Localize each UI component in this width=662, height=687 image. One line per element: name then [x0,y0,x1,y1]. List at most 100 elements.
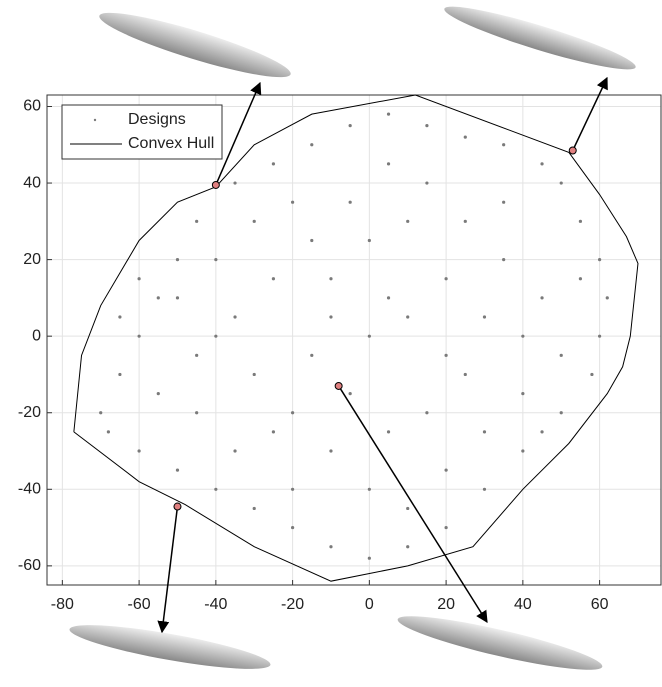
design-point [406,219,410,223]
design-point [521,391,525,396]
design-point [463,135,467,139]
design-point [463,219,467,223]
design-point [605,296,609,300]
design-point [386,296,391,300]
plot-frame [46,94,662,586]
design-point [386,430,391,434]
design-point [406,545,410,549]
design-point [386,162,391,166]
design-point [252,372,256,377]
design-point [291,525,295,530]
design-point [291,411,295,415]
design-point [329,449,333,453]
design-point [252,219,256,223]
highlight-point [211,180,220,189]
design-point [406,315,410,319]
x-tick-label: 40 [514,596,532,613]
design-point [195,411,199,415]
design-point [252,506,256,511]
ship-images [69,6,636,670]
design-point [175,258,180,262]
design-point [214,334,218,338]
design-point [310,238,314,243]
design-point [559,411,563,415]
design-point [348,124,352,128]
highlight-point [334,381,343,390]
design-point [482,315,487,319]
legend-box [61,104,223,160]
design-point [502,258,506,262]
design-point [521,449,525,453]
design-point [425,124,429,128]
y-tick-label: -40 [18,481,41,498]
design-point [540,162,544,166]
y-tick-label: 20 [23,251,41,268]
design-point [106,430,110,434]
design-point [329,315,333,319]
design-point [444,468,448,472]
design-point [271,430,276,434]
x-tick-label: 60 [591,596,609,613]
design-point [482,430,487,434]
y-tick-label: 60 [23,98,41,115]
x-tick-label: 20 [437,596,455,613]
design-point [502,200,506,204]
design-point [271,277,276,281]
design-point [310,353,314,357]
design-point [367,556,371,560]
design-point [444,353,448,357]
design-point [137,334,141,338]
design-point [118,315,122,319]
design-point [291,200,295,204]
design-point [137,449,141,453]
design-point [367,487,371,491]
y-tick-label: -60 [18,557,41,574]
design-point [233,449,237,453]
design-point [406,506,410,511]
x-tick-label: -40 [204,596,227,613]
design-point [559,181,563,185]
legend-label: Convex Hull [128,135,214,152]
design-point [598,258,602,262]
y-tick-label: 40 [23,174,41,191]
arrow [157,506,179,634]
design-point [425,411,429,415]
y-tick-label: -20 [18,404,41,421]
design-point [99,411,103,415]
y-tick-label: 0 [32,327,41,344]
design-point [386,112,391,116]
design-point [559,353,563,357]
design-point [195,353,199,357]
highlight-point [173,502,182,511]
design-point [233,181,237,185]
design-point [348,391,352,396]
design-point [329,545,333,549]
plot-background [47,95,661,585]
x-tick-label: -80 [51,596,74,613]
design-point [175,296,180,300]
design-point [214,487,218,491]
arrow [215,81,262,186]
design-point [598,334,602,338]
design-point [578,219,583,223]
legend-label: Designs [128,111,186,128]
design-point [310,143,314,147]
design-point [137,277,141,281]
design-point [271,162,276,166]
design-point [578,277,583,281]
arrow [338,385,488,624]
design-point [233,315,237,319]
design-point [118,372,122,377]
design-point [540,430,544,434]
arrow [572,76,608,151]
highlight-point [568,146,577,155]
design-point [540,296,544,300]
design-point [175,468,180,472]
design-point [463,372,467,377]
design-point [329,277,333,281]
convex-hull [73,94,639,582]
design-point [214,258,218,262]
design-point [590,372,594,377]
design-point [425,181,429,185]
